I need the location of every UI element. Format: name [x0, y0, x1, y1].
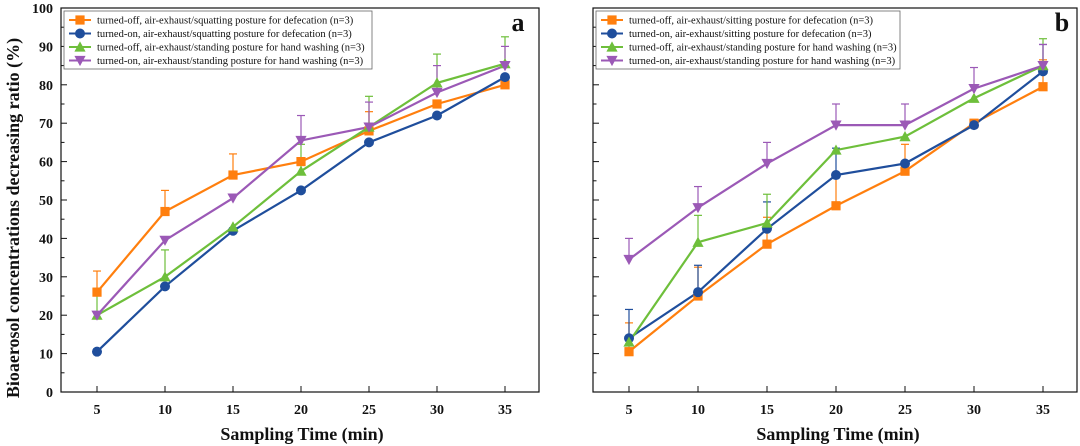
x-tick-label: 25 [898, 403, 912, 418]
legend-marker [75, 29, 85, 39]
y-tick-label: 40 [39, 232, 53, 247]
y-tick-label: 100 [32, 2, 53, 17]
data-point [693, 287, 703, 297]
x-tick-label: 35 [498, 403, 512, 418]
data-point [831, 170, 841, 180]
y-tick-label: 30 [39, 271, 53, 286]
data-point [761, 159, 772, 169]
data-point [92, 347, 102, 357]
data-point [968, 84, 979, 94]
y-tick-label: 10 [39, 348, 53, 363]
panel-b: 5 10 15 20 25 30 35 b Sampling Time (min) turn… [593, 8, 1077, 445]
y-tick-label: 0 [46, 386, 53, 401]
x-axis-title-b: Sampling Time (min) [756, 424, 919, 445]
legend-label: turned-off, air-exhaust/sitting posture … [629, 16, 874, 27]
lines-a [97, 64, 505, 352]
legend-label: turned-off, air-exhaust/standing posture… [97, 43, 365, 54]
x-tick-label: 30 [430, 403, 444, 418]
y-axis-title: Bioaerosol concentrations decreasing rat… [3, 38, 24, 398]
x-tick-label: 5 [626, 403, 633, 418]
data-point [432, 99, 441, 108]
x-tick-label: 25 [362, 403, 376, 418]
legend-a: turned-off, air-exhaust/squatting postur… [64, 11, 372, 69]
x-tick-label: 10 [691, 403, 705, 418]
x-tick-label: 30 [967, 403, 981, 418]
data-point [1038, 82, 1047, 91]
y-tick-label: 60 [39, 156, 53, 171]
data-point [227, 193, 238, 203]
data-point [296, 157, 305, 166]
data-point [831, 201, 840, 210]
legend-marker [607, 29, 617, 39]
y-tick-label: 80 [39, 79, 53, 94]
figure: Bioaerosol concentrations decreasing rat… [0, 0, 1080, 446]
x-tick-label: 20 [829, 403, 843, 418]
data-point [160, 281, 170, 291]
y-tick-label: 20 [39, 309, 53, 324]
data-point [92, 288, 101, 297]
x-tick-label: 10 [158, 403, 172, 418]
x-tick-label: 35 [1036, 403, 1050, 418]
legend-label: turned-on, air-exhaust/standing posture … [97, 56, 364, 67]
data-point [228, 170, 237, 179]
x-tick-label: 5 [94, 403, 101, 418]
data-point [899, 131, 910, 141]
data-point [431, 88, 442, 98]
legend-marker [607, 15, 616, 24]
data-point [900, 159, 910, 169]
data-point [296, 185, 306, 195]
panel-label-a: a [512, 8, 525, 37]
data-point [500, 72, 510, 82]
data-point [969, 120, 979, 130]
x-tick-label: 15 [760, 403, 774, 418]
legend-label: turned-off, air-exhaust/standing posture… [629, 43, 897, 54]
error-bars-a [93, 37, 509, 315]
data-point [624, 347, 633, 356]
data-point [160, 207, 169, 216]
legend-label: turned-on, air-exhaust/sitting posture f… [629, 29, 872, 40]
panel-label-b: b [1055, 8, 1069, 37]
legend-label: turned-on, air-exhaust/standing posture … [629, 56, 896, 67]
legend-marker [75, 15, 84, 24]
data-point [295, 166, 306, 176]
data-point [762, 240, 771, 249]
markers-a [91, 58, 510, 357]
data-point [623, 255, 634, 265]
y-tick-label: 90 [39, 40, 53, 55]
x-tick-label: 20 [294, 403, 308, 418]
x-axis-title-a: Sampling Time (min) [220, 424, 383, 445]
y-tick-label: 70 [39, 117, 53, 132]
legend-b: turned-off, air-exhaust/sitting posture … [596, 11, 900, 69]
legend-label: turned-on, air-exhaust/squatting posture… [97, 29, 352, 40]
data-point [364, 137, 374, 147]
y-tick-label: 50 [39, 194, 53, 209]
x-tick-label: 15 [226, 403, 240, 418]
panel-a: 0 10 20 30 40 50 60 70 80 90 100 5 10 15 20 25 30 35 a Sa… [32, 2, 539, 445]
data-point [432, 111, 442, 121]
legend-label: turned-off, air-exhaust/squatting postur… [97, 16, 354, 27]
